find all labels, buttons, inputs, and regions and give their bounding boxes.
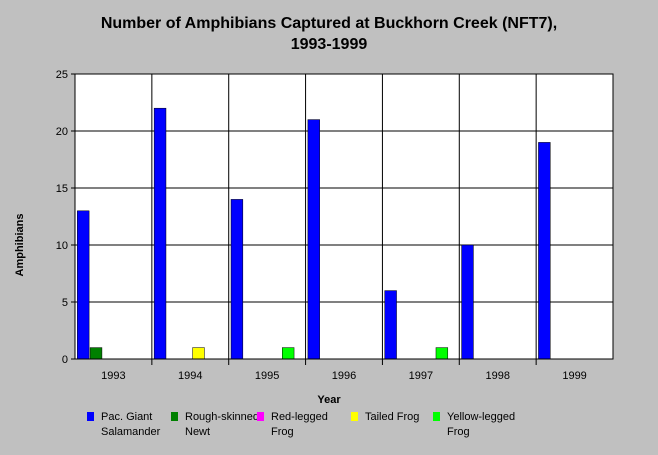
bar-pac-giant-salamander-1996	[307, 119, 320, 360]
bar-pac-giant-salamander-1997	[384, 290, 397, 360]
legend-label: Red-legged Frog	[271, 411, 328, 438]
legend-label: Pac. Giant Salamander	[101, 411, 161, 438]
x-tick-label: 1997	[409, 370, 433, 382]
legend-swatch	[351, 412, 358, 421]
chart-title-line-1: Number of Amphibians Captured at Buckhor…	[100, 15, 558, 32]
x-tick-label: 1995	[255, 370, 279, 382]
x-tick-label: 1998	[485, 370, 509, 382]
chart-title-line-2: 1993-1999	[290, 36, 368, 53]
x-tick-label: 1994	[178, 370, 202, 382]
legend-swatch	[87, 412, 94, 421]
bar-pac-giant-salamander-1993	[77, 210, 90, 360]
bar-yellow-legged-frog-1995	[282, 347, 295, 360]
legend-swatch	[171, 412, 178, 421]
legend-label: Yellow-legged Frog	[447, 411, 516, 438]
y-tick-label: 15	[56, 183, 68, 195]
bar-pac-giant-salamander-1994	[153, 107, 167, 360]
y-tick-label: 0	[62, 354, 68, 366]
bar-pac-giant-salamander-1998	[461, 244, 474, 360]
x-tick-label: 1993	[101, 370, 125, 382]
bar-tailed-frog-1994	[192, 347, 205, 360]
x-tick-label: 1999	[562, 370, 586, 382]
legend-swatch	[257, 412, 264, 421]
bar-pac-giant-salamander-1995	[230, 199, 244, 360]
legend-swatch	[433, 412, 440, 421]
bar-rough-skinned-newt-1993	[89, 347, 103, 360]
legend-label: Tailed Frog	[365, 411, 420, 423]
y-tick-label: 20	[56, 126, 68, 138]
bar-pac-giant-salamander-1999	[538, 142, 551, 360]
x-tick-label: 1996	[332, 370, 356, 382]
legend-label: Rough-skinned Newt	[185, 411, 259, 438]
bar-yellow-legged-frog-1997	[435, 347, 449, 360]
y-axis-label: Amphibians	[14, 213, 26, 277]
plot-border	[74, 73, 614, 360]
x-axis-label: Year	[317, 394, 341, 406]
y-tick-label: 5	[62, 297, 68, 309]
y-tick-label: 10	[56, 240, 68, 252]
y-tick-label: 25	[56, 69, 68, 81]
